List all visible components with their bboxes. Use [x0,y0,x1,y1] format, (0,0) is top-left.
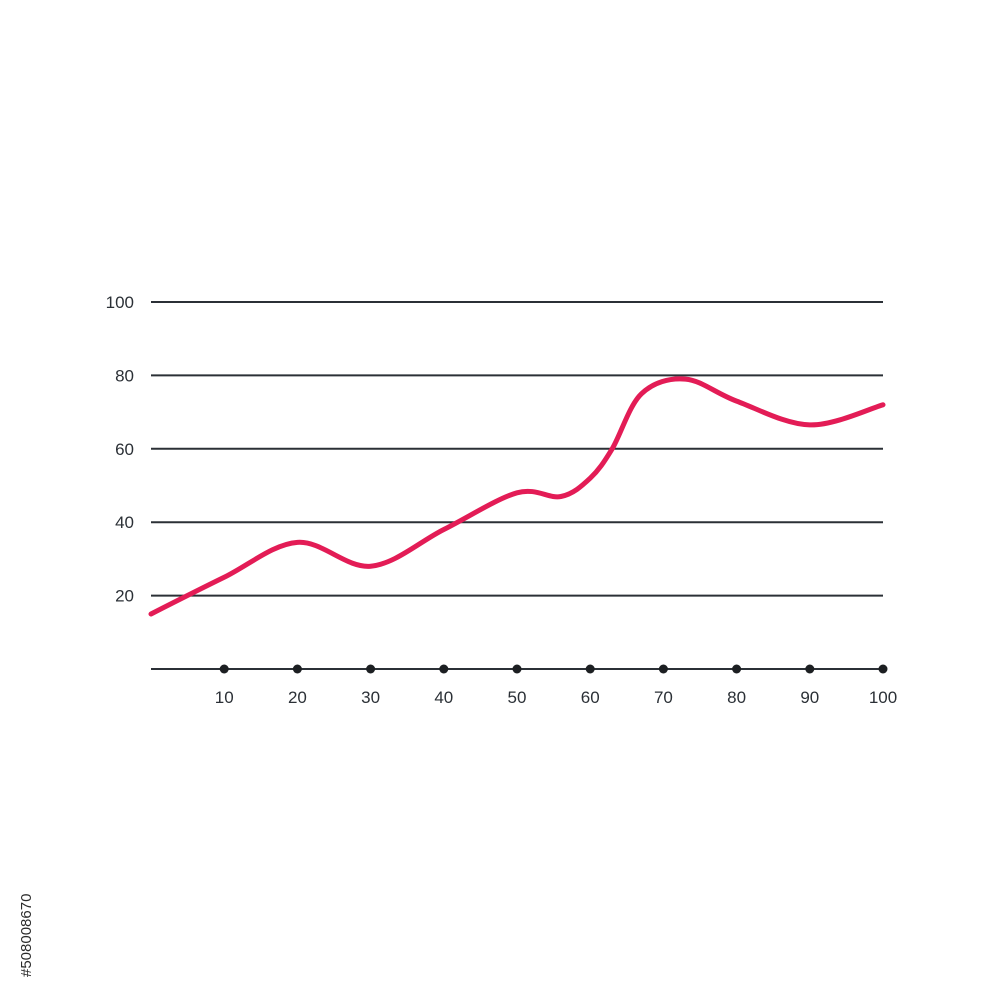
y-tick-label-60: 60 [115,440,134,459]
x-tick-label-70: 70 [654,688,673,707]
x-tick-dot-50 [512,664,522,674]
x-tick-dot-90 [805,664,815,674]
y-tick-label-100: 100 [106,293,134,312]
gridlines [151,301,883,597]
stock-id-text: #508008670 [18,893,35,977]
x-tick-dot-40 [439,664,449,674]
x-tick-dot-20 [292,664,302,674]
series-group [148,376,886,617]
x-tick-label-50: 50 [508,688,527,707]
x-tick-dot-60 [585,664,595,674]
x-tick-label-100: 100 [869,688,897,707]
series-line-0 [148,376,886,617]
y-tick-label-40: 40 [115,513,134,532]
x-tick-dot-10 [219,664,229,674]
x-tick-label-20: 20 [288,688,307,707]
stock-id-watermark: #508008670 [18,757,35,977]
x-tick-label-60: 60 [581,688,600,707]
x-tick-dot-70 [658,664,668,674]
y-axis-tick-labels: 20 40 60 80 100 [106,293,134,606]
y-tick-label-80: 80 [115,366,134,385]
x-tick-label-90: 90 [800,688,819,707]
x-tick-label-80: 80 [727,688,746,707]
x-tick-dot-80 [732,664,742,674]
x-tick-dot-30 [366,664,376,674]
y-tick-label-20: 20 [115,587,134,606]
x-tick-dot-100 [878,664,888,674]
x-tick-label-10: 10 [215,688,234,707]
x-tick-label-40: 40 [434,688,453,707]
x-axis [151,664,888,674]
x-axis-tick-labels: 10 20 30 40 50 60 70 80 90 100 [215,688,897,707]
x-tick-label-30: 30 [361,688,380,707]
